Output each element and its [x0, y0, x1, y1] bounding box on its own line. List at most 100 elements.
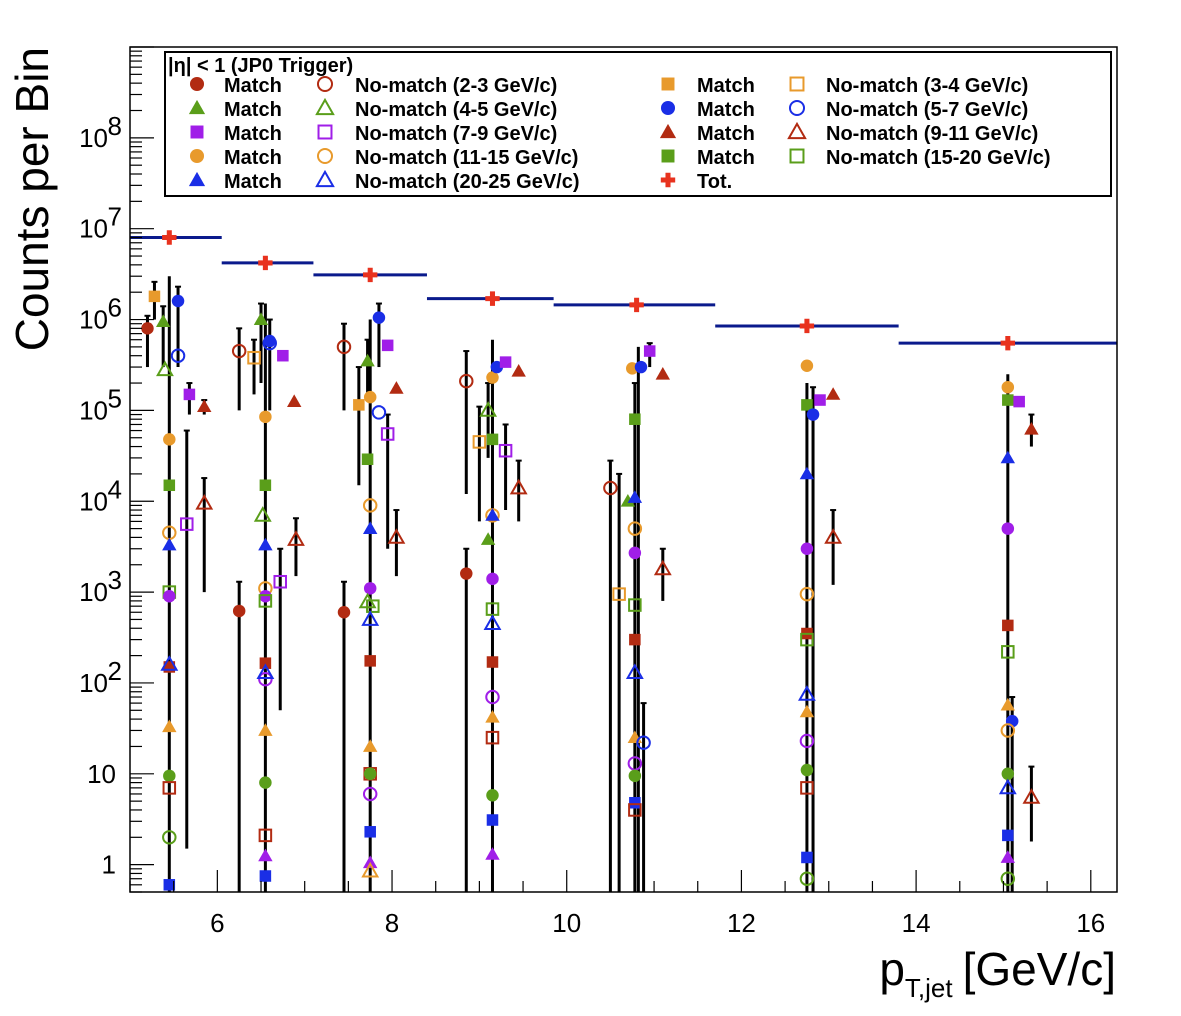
y-tick-label: 10 — [79, 395, 108, 425]
data-point — [259, 479, 272, 492]
x-axis-title: pT,jet [GeV/c] — [879, 943, 1116, 1003]
y-tick-label: 10 — [79, 668, 108, 698]
data-point — [800, 763, 814, 777]
data-point — [625, 663, 644, 679]
legend-label: Match — [224, 99, 282, 121]
legend-box — [164, 51, 1112, 197]
data-point — [603, 480, 618, 496]
data-point — [361, 453, 374, 466]
data-point — [509, 478, 528, 495]
data-point — [361, 610, 380, 626]
data-point — [273, 574, 287, 589]
data-point — [800, 781, 814, 795]
data-point — [483, 614, 502, 631]
data-point — [1001, 645, 1015, 659]
data-point — [389, 381, 404, 394]
data-point — [486, 433, 499, 446]
plot-frame — [129, 46, 1118, 893]
total-point — [362, 267, 378, 283]
data-point — [486, 656, 499, 668]
legend-marker — [661, 149, 675, 163]
legend-marker — [660, 172, 676, 188]
data-point — [362, 498, 378, 513]
y-axis-title: Counts per Bin — [6, 47, 58, 351]
y-tick-label: 10 — [79, 486, 108, 516]
data-point — [800, 632, 814, 647]
total-point — [162, 230, 177, 245]
x-axis-title-main: p — [879, 943, 905, 995]
data-point — [180, 517, 194, 531]
data-point — [1000, 697, 1016, 711]
data-point — [366, 599, 380, 613]
legend-label: No-match (11-15 GeV/c) — [355, 147, 578, 169]
data-point — [799, 704, 815, 718]
legend-marker — [787, 121, 807, 140]
x-tick-label: 8 — [385, 908, 399, 938]
data-point — [480, 532, 496, 545]
x-axis-title-units: [GeV/c] — [963, 943, 1116, 995]
legend-marker — [661, 77, 675, 91]
y-tick-label: 1 — [102, 850, 116, 880]
data-point — [362, 739, 378, 752]
data-point — [801, 399, 813, 411]
data-point — [1013, 395, 1025, 408]
data-point — [361, 861, 380, 878]
data-point — [163, 433, 176, 446]
data-point — [387, 528, 406, 544]
data-point — [498, 443, 513, 458]
legend-marker — [189, 148, 205, 164]
data-point — [485, 709, 500, 723]
data-point — [155, 314, 171, 327]
data-point — [485, 689, 500, 705]
data-point — [247, 350, 261, 365]
data-point — [472, 435, 487, 449]
legend-label: Match — [224, 123, 282, 145]
y-tick-label: 10 — [79, 214, 108, 244]
data-point — [628, 803, 642, 817]
error-bars-layer — [144, 276, 1035, 892]
data-point — [162, 537, 177, 551]
legend-marker — [660, 100, 676, 116]
data-point — [628, 769, 642, 783]
data-point — [1002, 394, 1014, 406]
data-point — [163, 769, 176, 783]
legend-label: No-match (20-25 GeV/c) — [355, 171, 580, 193]
data-point — [653, 559, 672, 576]
data-point — [163, 590, 176, 603]
x-axis-title-subscript: T,jet — [905, 973, 953, 1003]
data-point — [801, 851, 813, 864]
y-tick-exponent: 7 — [108, 202, 122, 232]
data-point — [362, 786, 378, 802]
y-tick-label: 10 — [79, 577, 108, 607]
data-point — [162, 781, 177, 795]
data-point — [627, 490, 643, 503]
data-point — [636, 735, 651, 750]
legend-marker — [659, 123, 677, 139]
data-point — [171, 294, 185, 308]
data-point — [799, 586, 815, 602]
data-point — [825, 387, 841, 400]
y-tick-exponent: 5 — [108, 383, 122, 413]
data-point — [479, 401, 498, 417]
y-tick-exponent: 8 — [108, 111, 122, 141]
data-point — [643, 345, 656, 357]
data-point — [287, 394, 302, 407]
data-point — [258, 537, 273, 551]
data-point — [258, 723, 273, 736]
data-point — [258, 848, 273, 862]
legend-marker — [315, 169, 335, 188]
data-point — [372, 311, 386, 324]
data-point — [253, 506, 272, 522]
legend-label: No-match (2-3 GeV/c) — [355, 75, 557, 97]
data-point — [362, 521, 378, 534]
data-point — [1024, 422, 1039, 435]
data-point — [485, 847, 500, 860]
legend-marker — [316, 75, 334, 93]
legend-marker — [315, 97, 335, 116]
data-point — [162, 719, 177, 733]
legend-label: No-match (3-4 GeV/c) — [826, 75, 1028, 97]
y-tick-exponent: 6 — [108, 293, 122, 323]
